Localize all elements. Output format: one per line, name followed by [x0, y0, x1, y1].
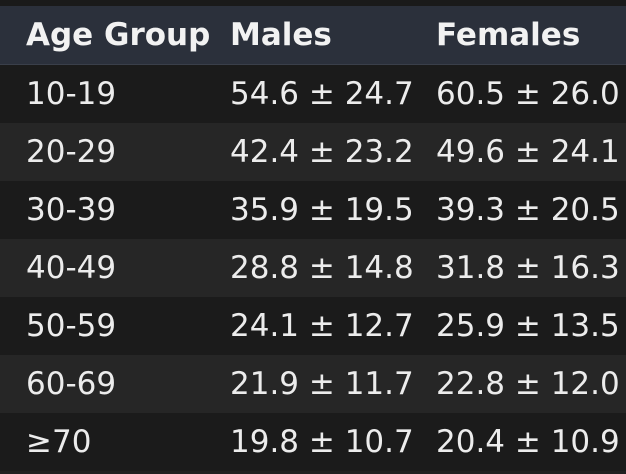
cell-females: 60.5 ± 26.0 — [436, 76, 620, 112]
cell-females: 20.4 ± 10.9 — [436, 424, 620, 460]
cell-females: 49.6 ± 24.1 — [436, 134, 620, 170]
header-row: Age Group Males Females — [0, 6, 626, 65]
cell-males: 19.8 ± 10.7 — [230, 424, 414, 460]
table-row: 60-69 21.9 ± 11.7 22.8 ± 12.0 — [0, 355, 626, 413]
cell-males: 28.8 ± 14.8 — [230, 250, 414, 286]
top-strip — [0, 0, 626, 6]
table-row: 50-59 24.1 ± 12.7 25.9 ± 13.5 — [0, 297, 626, 355]
cell-age-group: 30-39 — [26, 192, 117, 228]
cell-females: 22.8 ± 12.0 — [436, 366, 620, 402]
cell-males: 54.6 ± 24.7 — [230, 76, 414, 112]
table-body: 10-19 54.6 ± 24.7 60.5 ± 26.0 20-29 42.4 ± 2… — [0, 64, 626, 471]
table-row: ≥70 19.8 ± 10.7 20.4 ± 10.9 — [0, 413, 626, 471]
cell-age-group: 60-69 — [26, 366, 117, 402]
cell-females: 39.3 ± 20.5 — [436, 192, 620, 228]
cell-males: 35.9 ± 19.5 — [230, 192, 414, 228]
cell-males: 21.9 ± 11.7 — [230, 366, 414, 402]
cell-age-group: ≥70 — [26, 424, 92, 460]
table-row: 40-49 28.8 ± 14.8 31.8 ± 16.3 — [0, 239, 626, 297]
header-age-group: Age Group — [0, 6, 230, 65]
cell-males: 42.4 ± 23.2 — [230, 134, 414, 170]
table-header: Age Group Males Females — [0, 6, 626, 65]
cell-females: 25.9 ± 13.5 — [436, 308, 620, 344]
table-row: 10-19 54.6 ± 24.7 60.5 ± 26.0 — [0, 64, 626, 123]
cell-males: 24.1 ± 12.7 — [230, 308, 414, 344]
data-table: Age Group Males Females 10-19 54.6 ± 24.7… — [0, 6, 626, 471]
cell-age-group: 50-59 — [26, 308, 117, 344]
header-males: Males — [230, 6, 436, 65]
table-row: 30-39 35.9 ± 19.5 39.3 ± 20.5 — [0, 181, 626, 239]
cell-females: 31.8 ± 16.3 — [436, 250, 620, 286]
cell-age-group: 40-49 — [26, 250, 117, 286]
header-females: Females — [436, 6, 626, 65]
cell-age-group: 20-29 — [26, 134, 117, 170]
table-row: 20-29 42.4 ± 23.2 49.6 ± 24.1 — [0, 123, 626, 181]
cell-age-group: 10-19 — [26, 76, 117, 112]
